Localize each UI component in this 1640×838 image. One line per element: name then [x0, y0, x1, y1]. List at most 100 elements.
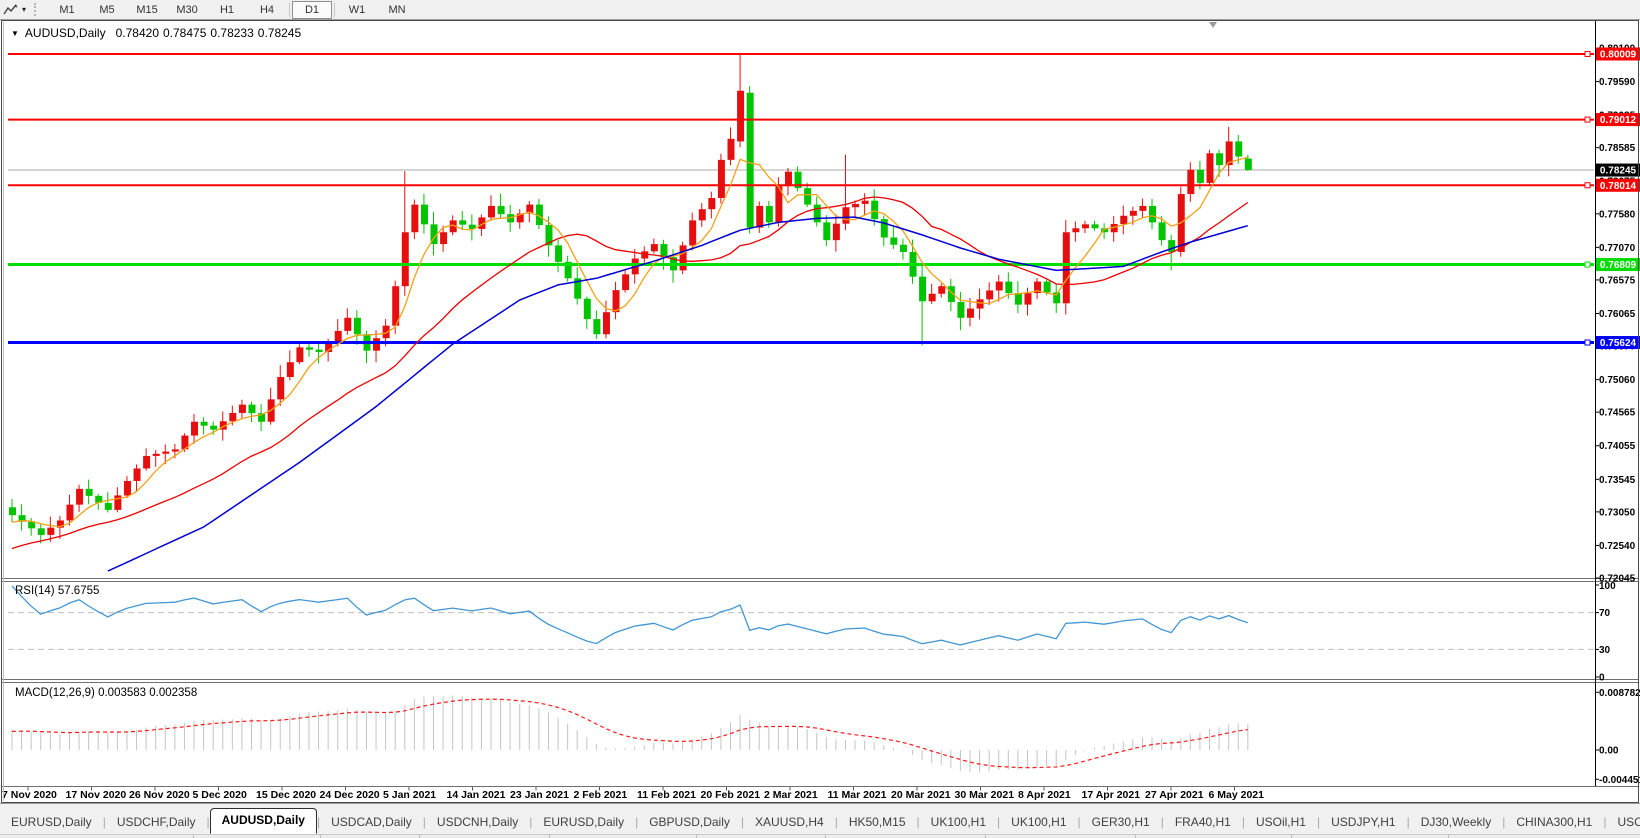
- timeframe-button-m1[interactable]: M1: [59, 3, 75, 16]
- tab-hk50-m15[interactable]: HK50,M15: [848, 815, 906, 829]
- timeframe-buttons: M1 M5 M15 M30 H1 H4 D1 W1 MN: [47, 0, 417, 19]
- timeframe-button-m30[interactable]: M30: [176, 3, 198, 16]
- toolbar-drag-handle[interactable]: [34, 3, 40, 16]
- date-label: 20 Feb 2021: [701, 789, 761, 801]
- collapse-triangle-icon[interactable]: ▼: [11, 29, 19, 38]
- price-badge: [1596, 178, 1640, 192]
- hline-handle[interactable]: [1584, 261, 1591, 268]
- hline-handle[interactable]: [1584, 116, 1591, 123]
- tab-uk100-h1[interactable]: UK100,H1: [930, 815, 987, 829]
- timeframe-button-h4[interactable]: H4: [259, 3, 275, 16]
- tab-dj30-weekly[interactable]: DJ30,Weekly: [1420, 815, 1492, 829]
- tab-china300-h1[interactable]: CHINA300,H1: [1516, 815, 1593, 829]
- tab-usdchf-daily[interactable]: USDCHF,Daily: [116, 815, 196, 829]
- price-tick: 0.73545: [1599, 475, 1636, 486]
- chart-title: ▼ AUDUSD,Daily 0.78420 0.78475 0.78233 0.7824…: [11, 26, 305, 40]
- rsi-tick: 100: [1599, 581, 1616, 592]
- price-tick: 0.76065: [1599, 309, 1636, 320]
- price-badge-label: 0.78014: [1600, 181, 1637, 192]
- date-label: 20 Mar 2021: [891, 789, 951, 801]
- tab-eurusd-daily[interactable]: EURUSD,Daily: [11, 815, 92, 829]
- tab-separator: |: [529, 815, 533, 829]
- tab-separator: |: [1241, 815, 1245, 829]
- ohlc-open: 0.78420: [115, 26, 159, 40]
- status-separator: [1291, 835, 1292, 838]
- date-label: 11 Feb 2021: [637, 789, 696, 801]
- price-tick: 0.76575: [1599, 275, 1636, 286]
- date-label: 2 Mar 2021: [764, 789, 818, 801]
- chart-symbol: AUDUSD,Daily: [24, 26, 106, 40]
- timeframe-button-w1[interactable]: W1: [348, 3, 366, 16]
- price-tick: 0.74055: [1599, 441, 1636, 452]
- hline-handle[interactable]: [1584, 339, 1591, 346]
- tab-usc[interactable]: USC: [1617, 815, 1640, 829]
- status-separator: [1135, 835, 1136, 838]
- tab-xauusd-h4[interactable]: XAUUSD,H4: [755, 815, 824, 829]
- price-tick: 0.75060: [1599, 375, 1636, 386]
- tab-separator: |: [1603, 815, 1607, 829]
- macd-indicator-label: MACD(12,26,9) 0.003583 0.002358: [15, 687, 198, 699]
- date-label: 14 Jan 2021: [447, 789, 506, 801]
- ma-mid-line: [11, 196, 1249, 550]
- rsi-indicator-label: RSI(14) 57.6755: [15, 585, 100, 597]
- tab-usdcnh-daily[interactable]: USDCNH,Daily: [436, 815, 519, 829]
- chart-line-tool-icon[interactable]: [0, 2, 20, 17]
- status-separator: [696, 835, 697, 838]
- date-label: 27 Apr 2021: [1145, 789, 1204, 801]
- price-tick: 0.73050: [1599, 507, 1636, 518]
- tab-eurusd-daily[interactable]: EURUSD,Daily: [543, 815, 625, 829]
- tab-usdjpy-h1[interactable]: USDJPY,H1: [1331, 815, 1396, 829]
- tab-separator: |: [102, 815, 106, 829]
- tab-separator: |: [1316, 815, 1321, 829]
- tab-usoil-h1[interactable]: USOil,H1: [1255, 815, 1306, 829]
- price-badge: [1596, 336, 1640, 350]
- timeframe-button-m15[interactable]: M15: [136, 3, 158, 16]
- rsi-tick: 30: [1599, 645, 1611, 656]
- price-tick: 0.78585: [1599, 143, 1636, 154]
- date-label: 5 Dec 2020: [193, 789, 247, 801]
- price-tick: 0.77070: [1599, 243, 1636, 254]
- rsi-panel: [8, 612, 1594, 650]
- chart-shift-marker[interactable]: [1209, 22, 1217, 28]
- tab-separator: |: [635, 815, 639, 829]
- macd-signal-line: [11, 698, 1248, 769]
- status-strip: [0, 834, 1640, 838]
- date-axis[interactable]: 7 Nov 2020 17 Nov 2020 26 Nov 2020 5 Dec 20…: [2, 787, 1264, 801]
- date-label: 5 Jan 2021: [383, 789, 436, 801]
- price-axis[interactable]: 0.801000.795900.790850.785850.780750.775…: [1595, 21, 1640, 786]
- timeframe-button-m5[interactable]: M5: [99, 3, 115, 16]
- macd-tick: 0.00: [1599, 746, 1619, 757]
- tab-usdcad-daily[interactable]: USDCAD,Daily: [331, 815, 412, 829]
- date-label: 11 Mar 2021: [828, 789, 887, 801]
- ma-slow-line: [107, 216, 1249, 572]
- tab-separator: |: [316, 815, 321, 829]
- timeframe-button-d1[interactable]: D1: [292, 0, 333, 19]
- timeframe-button-mn[interactable]: MN: [388, 3, 406, 16]
- toolbar-separator: [334, 2, 336, 17]
- date-label: 24 Dec 2020: [320, 789, 380, 801]
- tab-ger30-h1[interactable]: GER30,H1: [1091, 815, 1150, 829]
- hline-handle[interactable]: [1584, 50, 1591, 57]
- candlesticks: [9, 53, 1252, 544]
- horizontal-lines: [8, 50, 1594, 346]
- tab-separator: |: [997, 815, 1001, 829]
- date-label: 17 Nov 2020: [66, 789, 127, 801]
- ohlc-low: 0.78233: [210, 26, 254, 40]
- status-separator: [320, 835, 321, 838]
- price-badge: [1596, 47, 1640, 61]
- hline-handle[interactable]: [1584, 182, 1591, 189]
- rsi-tick: 0: [1599, 673, 1605, 684]
- tab-audusd-daily[interactable]: AUDUSD,Daily: [209, 808, 317, 834]
- tab-fra40-h1[interactable]: FRA40,H1: [1174, 815, 1231, 829]
- price-badge-label: 0.76809: [1600, 260, 1637, 271]
- tab-gbpusd-daily[interactable]: GBPUSD,Daily: [649, 815, 730, 829]
- date-label: 15 Dec 2020: [256, 789, 316, 801]
- tab-separator: |: [834, 815, 838, 829]
- tab-uk100-h1[interactable]: UK100,H1: [1011, 815, 1067, 829]
- date-label: 17 Apr 2021: [1082, 789, 1141, 801]
- date-label: 8 Apr 2021: [1018, 789, 1071, 801]
- chevron-down-icon[interactable]: ▾: [22, 5, 27, 14]
- timeframe-button-h1[interactable]: H1: [219, 3, 235, 16]
- chart-window-frame: [1, 20, 1639, 803]
